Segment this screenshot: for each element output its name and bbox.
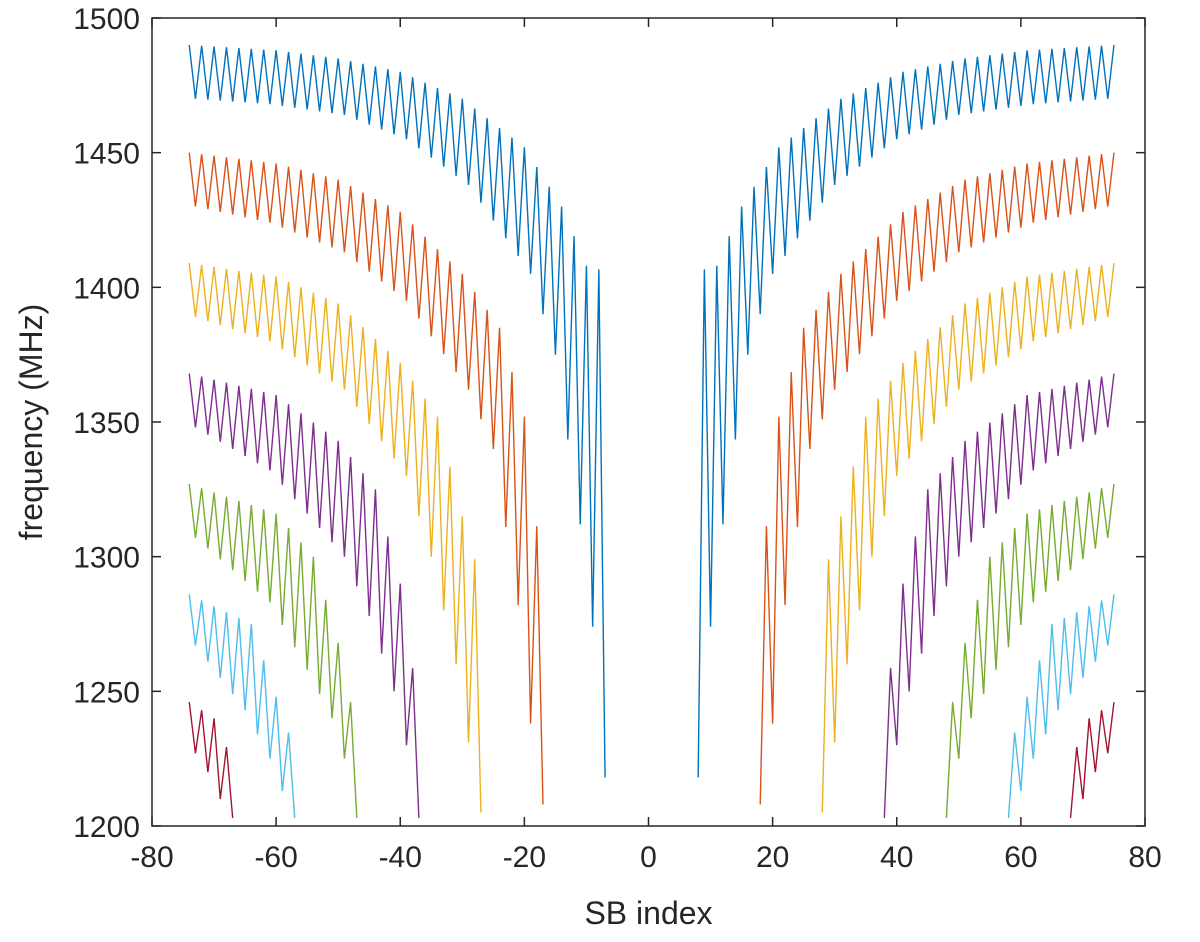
y-tick-label: 1200 xyxy=(73,811,140,844)
x-tick-label: -20 xyxy=(503,841,546,874)
series-line-6-left xyxy=(188,594,296,818)
x-tick-label: 20 xyxy=(756,841,789,874)
y-tick-label: 1450 xyxy=(73,138,140,171)
x-tick-label: 0 xyxy=(640,841,657,874)
y-tick-label: 1300 xyxy=(73,542,140,575)
x-tick-label: -60 xyxy=(254,841,297,874)
series-line-1-right xyxy=(697,44,1115,778)
series-line-2-left xyxy=(188,152,544,805)
series-line-5-left xyxy=(188,483,358,818)
x-tick-label: -40 xyxy=(379,841,422,874)
y-tick-label: 1250 xyxy=(73,676,140,709)
x-tick-label: -80 xyxy=(130,841,173,874)
series-layer xyxy=(188,44,1115,818)
series-line-6-right xyxy=(1007,594,1115,818)
series-line-7-right xyxy=(1069,702,1115,818)
series-line-2-right xyxy=(759,152,1115,805)
y-tick-label: 1500 xyxy=(73,3,140,36)
tick-layer: -80 -60 -40 -20 0 20 40 60 80 1200 1250 1300 1350 140… xyxy=(73,3,1161,874)
x-tick-label: 80 xyxy=(1128,841,1161,874)
series-line-4-right xyxy=(883,373,1115,818)
series-line-3-left xyxy=(188,263,482,813)
series-line-1-left xyxy=(188,44,606,778)
y-axis-label: frequency (MHz) xyxy=(13,304,49,541)
series-line-5-right xyxy=(945,483,1115,818)
x-tick-label: 60 xyxy=(1004,841,1037,874)
y-tick-label: 1350 xyxy=(73,407,140,440)
y-tick-label: 1400 xyxy=(73,272,140,305)
series-line-3-right xyxy=(821,263,1115,813)
x-axis-label: SB index xyxy=(584,895,712,931)
series-line-4-left xyxy=(188,373,420,818)
x-tick-label: 40 xyxy=(880,841,913,874)
series-line-7-left xyxy=(188,702,234,818)
